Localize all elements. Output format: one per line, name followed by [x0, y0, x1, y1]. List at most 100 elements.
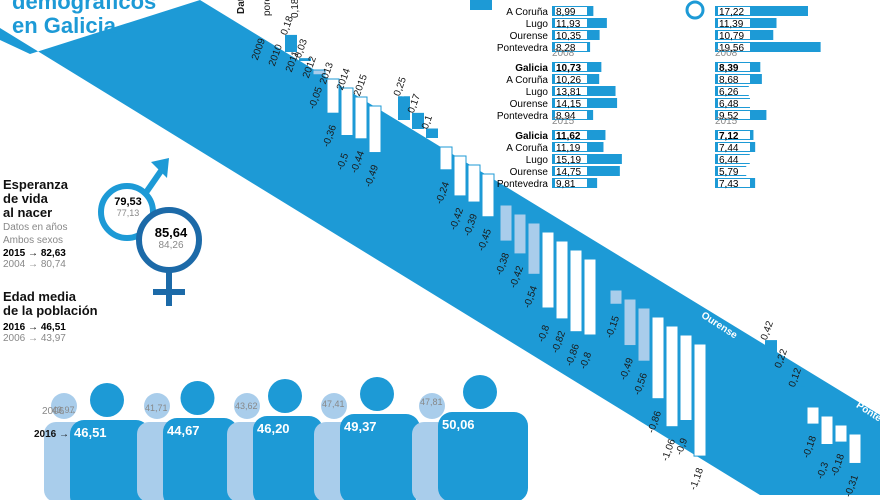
life-v2015: 82,63 — [40, 248, 66, 259]
life-y2004: 2004 — [3, 259, 26, 270]
left-name-1-3: Ourense — [510, 99, 549, 110]
left-value-1-3: 14,15 — [556, 99, 581, 110]
left-value-2-0: 11,62 — [556, 131, 581, 142]
bar-lugo-2010 — [513, 213, 527, 255]
person-body — [253, 416, 323, 500]
bar-lugo-2014 — [569, 249, 583, 333]
band-bars — [285, 34, 862, 464]
bar-lugo-2012 — [541, 231, 555, 309]
people-tag-2006: 2006 → — [42, 406, 78, 417]
left-name-2-3: Ourense — [510, 167, 549, 178]
life-expectancy-block: Esperanza de vida al nacer Datos en años… — [3, 177, 69, 271]
left-value-box-1-1 — [555, 75, 587, 83]
person-2016-value-4: 49,37 — [344, 419, 377, 434]
life-row-2015: 2015 → 82,63 — [3, 248, 66, 259]
age-v2006: 43,97 — [40, 333, 66, 344]
life-heading1: Esperanza — [3, 177, 69, 192]
left-name-1-4: Pontevedra — [497, 111, 549, 122]
right-value-box-2-0 — [718, 131, 750, 139]
bar-pontevedra-2014 — [834, 424, 848, 443]
left-value-box-0-1 — [555, 19, 587, 27]
band-header-label2: porc — [262, 0, 273, 16]
life-heading3: al nacer — [3, 205, 53, 220]
left-value-box-1-4 — [555, 111, 587, 119]
female-symbol-ring — [136, 207, 202, 273]
group-lugo — [499, 204, 597, 336]
left-value-box-2-2 — [555, 155, 587, 163]
female-values: 85,64 84,26 — [146, 225, 196, 251]
bar-pontevedra-2011 — [793, 386, 805, 398]
left-value-0-0: 8,99 — [556, 7, 576, 18]
person-body — [163, 418, 238, 500]
right-value-1-0: 8,39 — [719, 63, 739, 74]
right-value-box-2-3 — [718, 167, 750, 175]
left-name-2-0: Galicia — [515, 131, 548, 142]
person-2006-value-5: 47,81 — [420, 397, 443, 407]
right-value-box-2-4 — [718, 179, 750, 187]
bar-a-coruña-2009 — [398, 96, 410, 120]
life-both: Ambos sexos — [3, 235, 64, 246]
left-value-0-2: 10,35 — [556, 31, 581, 42]
band-header-label1: Dat — [236, 0, 247, 14]
person-figure-2 — [137, 381, 238, 500]
shadow-head — [51, 393, 77, 419]
bar-ourense-2012 — [651, 316, 665, 400]
left-name-1-1: A Coruña — [506, 75, 548, 86]
bar-ourense-2009 — [609, 289, 623, 305]
left-panel: A Coruña 8,99 Lugo 11,93 Ourense 10,35 Ponteve… — [470, 0, 630, 190]
right-year-2015: 2015 — [715, 116, 738, 127]
life-v2004: 80,74 — [40, 259, 66, 270]
left-name-0-1: Lugo — [526, 19, 549, 30]
right-value-2-0: 7,12 — [719, 131, 739, 142]
group-a-coruña — [398, 96, 495, 218]
age-y2016: 2016 — [3, 322, 26, 333]
bar-galicia-2012 — [326, 78, 340, 114]
age-heading2: de la población — [3, 303, 98, 318]
male-arrow-head — [151, 158, 169, 178]
right-value-0-2: 10,79 — [719, 31, 744, 42]
left-value-box-1-3 — [555, 99, 587, 107]
right-value-box-0-3 — [718, 43, 750, 51]
person-2016-value-3: 46,20 — [257, 421, 290, 436]
male-prev: 77,13 — [116, 208, 140, 218]
person-2006-value-2: 41,71 — [145, 403, 168, 413]
band-header-first-value: 0,18 — [290, 0, 301, 18]
page-title: demográficos en Galicia — [12, 0, 156, 38]
right-value-1-4: 9,52 — [719, 111, 739, 122]
bar-galicia-2011 — [312, 69, 326, 76]
left-name-2-2: Lugo — [526, 155, 549, 166]
person-head — [360, 377, 394, 411]
right-value-box-1-0 — [718, 63, 750, 71]
left-value-box-0-2 — [555, 31, 587, 39]
right-value-box-1-3 — [718, 99, 750, 107]
person-head — [268, 379, 302, 413]
bar-lugo-2009 — [499, 204, 513, 242]
person-2016-value-5: 50,06 — [442, 417, 475, 432]
bar-galicia-2013 — [340, 87, 354, 136]
group-ourense — [609, 289, 707, 457]
shadow-head — [419, 393, 445, 419]
left-name-1-2: Lugo — [526, 87, 549, 98]
left-value-box-0-0 — [555, 7, 587, 15]
person-2006-value-3: 43,62 — [235, 401, 258, 411]
age-row-2006: 2006 → 43,97 — [3, 333, 66, 344]
left-value-box-2-4 — [555, 179, 587, 187]
person-body — [438, 412, 528, 500]
people-tag-2016: 2016 → — [34, 429, 70, 440]
right-bar-0-3 — [715, 42, 821, 52]
right-bar-0-0 — [715, 6, 808, 16]
right-value-0-3: 19,56 — [719, 43, 744, 54]
male-symbol-arrow — [142, 166, 166, 196]
left-year-2015: 2015 — [552, 116, 575, 127]
bar-ourense-2011 — [637, 307, 651, 362]
female-now: 85,64 — [154, 225, 188, 240]
bar-lugo-2011 — [527, 222, 541, 275]
left-value-2-1: 11,19 — [556, 143, 581, 154]
left-value-box-0-3 — [555, 43, 587, 51]
male-values: 79,53 77,13 — [108, 196, 148, 218]
left-value-box-2-0 — [555, 131, 587, 139]
bar-a-coruña-2015 — [481, 173, 495, 218]
right-value-0-1: 11,39 — [719, 19, 744, 30]
right-value-2-1: 7,44 — [719, 143, 739, 154]
left-value-1-0: 10,73 — [556, 63, 581, 74]
